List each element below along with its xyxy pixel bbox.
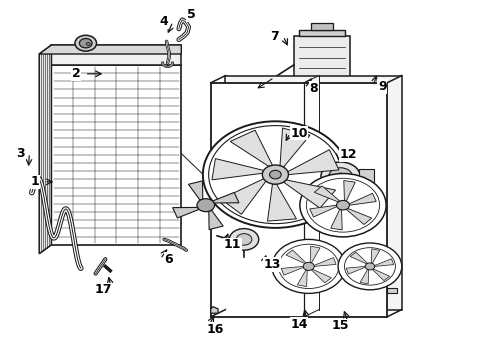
Circle shape <box>337 201 349 210</box>
Polygon shape <box>314 186 340 202</box>
Polygon shape <box>312 269 332 283</box>
Polygon shape <box>314 258 336 266</box>
Polygon shape <box>286 250 306 264</box>
Polygon shape <box>213 193 239 203</box>
Polygon shape <box>284 180 336 208</box>
Text: 5: 5 <box>187 8 196 21</box>
Polygon shape <box>209 210 223 230</box>
Polygon shape <box>211 307 218 313</box>
Text: 7: 7 <box>270 30 279 42</box>
Circle shape <box>262 165 289 184</box>
Polygon shape <box>39 45 181 54</box>
Text: 16: 16 <box>207 323 224 336</box>
Polygon shape <box>280 128 310 167</box>
Polygon shape <box>350 252 368 264</box>
Bar <box>294 36 350 79</box>
Polygon shape <box>374 259 394 266</box>
Bar <box>387 288 397 293</box>
Text: 4: 4 <box>160 15 169 28</box>
Text: 15: 15 <box>332 319 349 332</box>
Circle shape <box>236 234 252 245</box>
Bar <box>359 169 374 184</box>
Polygon shape <box>281 266 303 275</box>
Polygon shape <box>331 209 342 230</box>
Circle shape <box>329 168 352 185</box>
Polygon shape <box>360 269 368 284</box>
Polygon shape <box>310 205 337 217</box>
Polygon shape <box>371 249 380 264</box>
Text: 2: 2 <box>72 67 80 80</box>
Polygon shape <box>346 266 366 274</box>
Polygon shape <box>230 130 272 166</box>
Circle shape <box>303 262 314 270</box>
Circle shape <box>229 229 259 250</box>
Circle shape <box>197 199 215 212</box>
Circle shape <box>86 42 90 45</box>
Circle shape <box>306 178 380 232</box>
Polygon shape <box>372 269 390 281</box>
Polygon shape <box>189 181 203 200</box>
Polygon shape <box>39 45 51 254</box>
Text: 17: 17 <box>94 283 112 296</box>
Bar <box>299 30 345 36</box>
Circle shape <box>338 243 402 290</box>
Polygon shape <box>172 207 199 218</box>
Text: 13: 13 <box>263 258 281 271</box>
Circle shape <box>79 39 92 48</box>
Polygon shape <box>268 184 296 221</box>
Text: 10: 10 <box>290 127 308 140</box>
Text: 9: 9 <box>378 80 387 93</box>
Circle shape <box>272 239 345 293</box>
Circle shape <box>270 170 281 179</box>
Circle shape <box>75 35 97 51</box>
Text: 1: 1 <box>31 175 40 188</box>
Polygon shape <box>212 158 264 180</box>
Circle shape <box>278 244 339 289</box>
Polygon shape <box>288 150 339 175</box>
Circle shape <box>365 263 375 270</box>
Text: 14: 14 <box>290 318 308 330</box>
Polygon shape <box>346 208 372 225</box>
Text: 6: 6 <box>165 253 173 266</box>
Circle shape <box>203 121 348 228</box>
Text: 12: 12 <box>339 148 357 161</box>
Bar <box>51 65 181 245</box>
Circle shape <box>209 126 342 224</box>
Bar <box>311 23 333 30</box>
Circle shape <box>336 173 345 180</box>
Circle shape <box>344 248 395 285</box>
Text: 11: 11 <box>224 238 242 251</box>
Polygon shape <box>221 179 266 214</box>
Polygon shape <box>225 76 402 310</box>
Polygon shape <box>297 270 307 287</box>
Circle shape <box>321 162 360 191</box>
Bar <box>211 83 387 317</box>
Polygon shape <box>349 193 376 205</box>
Text: 8: 8 <box>309 82 318 95</box>
Polygon shape <box>310 246 320 263</box>
Circle shape <box>300 174 386 237</box>
Bar <box>51 45 181 65</box>
Text: 3: 3 <box>16 147 25 159</box>
Polygon shape <box>344 180 355 201</box>
